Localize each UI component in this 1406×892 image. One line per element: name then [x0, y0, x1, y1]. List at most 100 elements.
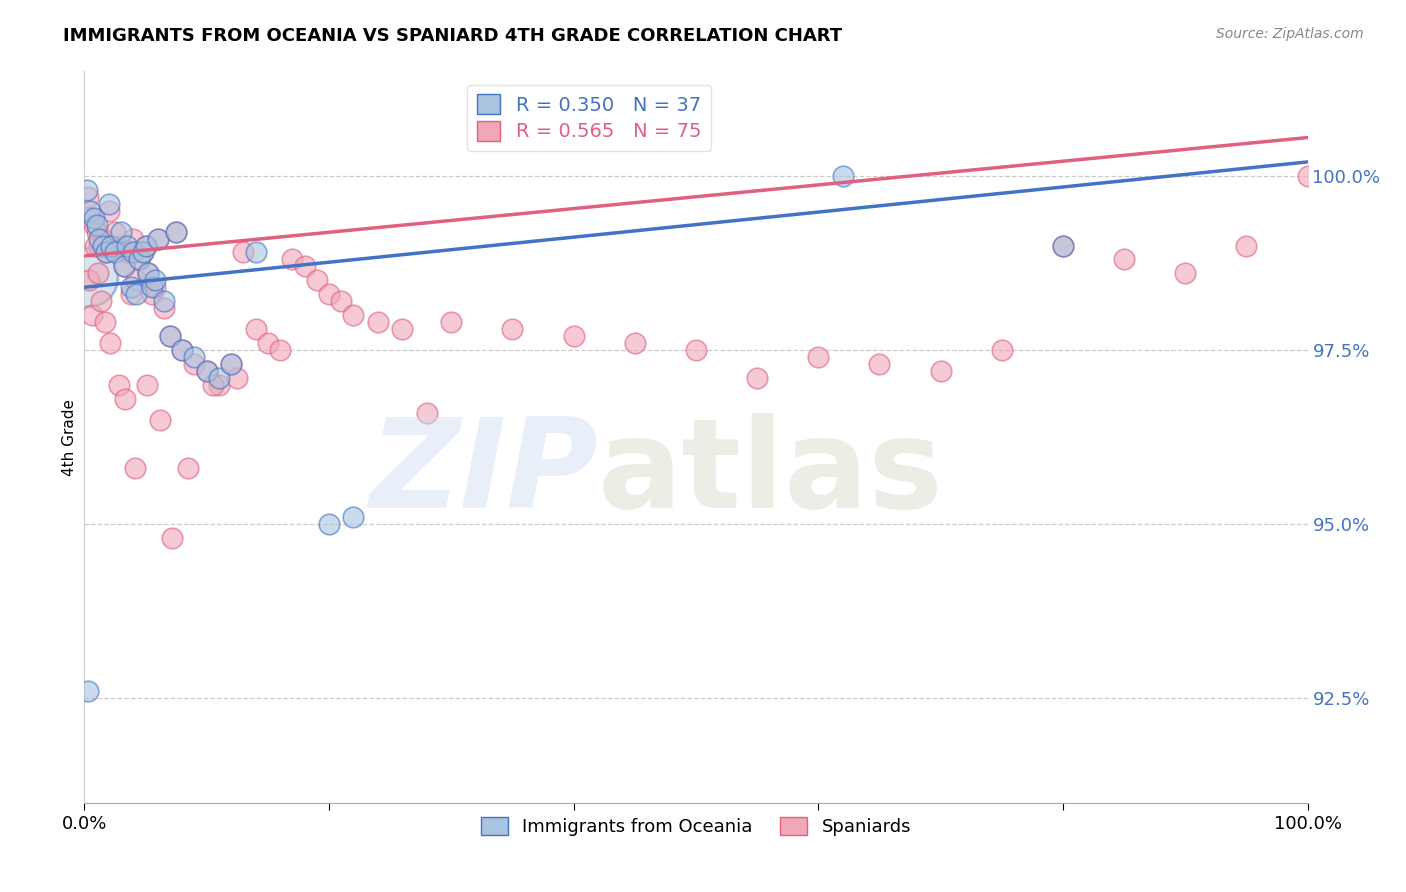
Point — [183, 350, 205, 364]
Point — [77, 269, 100, 284]
Point — [305, 273, 328, 287]
Point — [1052, 238, 1074, 252]
Point — [77, 684, 100, 698]
Point — [115, 245, 138, 260]
Point — [132, 245, 155, 260]
Point — [120, 280, 142, 294]
Point — [165, 225, 187, 239]
Point — [128, 252, 150, 267]
Point — [100, 238, 122, 252]
Point — [136, 266, 159, 280]
Point — [172, 343, 194, 357]
Point — [112, 260, 135, 274]
Point — [1114, 252, 1136, 267]
Point — [132, 245, 155, 260]
Point — [104, 245, 127, 260]
Point — [84, 238, 107, 252]
Point — [159, 329, 181, 343]
Point — [318, 517, 340, 532]
Point — [86, 225, 108, 239]
Point — [165, 225, 187, 239]
Text: atlas: atlas — [598, 413, 943, 534]
Point — [342, 308, 364, 322]
Point — [83, 211, 105, 225]
Point — [269, 343, 291, 357]
Point — [562, 329, 585, 343]
Point — [87, 231, 110, 245]
Point — [502, 322, 524, 336]
Text: ZIP: ZIP — [370, 413, 598, 534]
Point — [135, 238, 157, 252]
Point — [1296, 169, 1319, 183]
Point — [90, 294, 112, 309]
Point — [929, 364, 952, 378]
Point — [146, 231, 169, 245]
Point — [201, 377, 224, 392]
Point — [143, 273, 166, 287]
Point — [97, 203, 120, 218]
Point — [146, 231, 169, 245]
Point — [1052, 238, 1074, 252]
Point — [87, 266, 110, 280]
Point — [98, 336, 121, 351]
Point — [141, 287, 163, 301]
Point — [125, 287, 148, 301]
Point — [172, 343, 194, 357]
Point — [149, 412, 172, 426]
Point — [80, 308, 103, 322]
Point — [79, 211, 101, 225]
Point — [208, 377, 231, 392]
Point — [195, 364, 218, 378]
Point — [153, 294, 176, 309]
Point — [226, 371, 249, 385]
Point — [135, 377, 157, 392]
Point — [330, 294, 353, 309]
Point — [869, 357, 891, 371]
Point — [125, 273, 148, 287]
Point — [342, 510, 364, 524]
Point — [183, 357, 205, 371]
Point — [367, 315, 389, 329]
Point — [91, 231, 114, 245]
Point — [232, 245, 254, 260]
Point — [281, 252, 304, 267]
Point — [685, 343, 707, 357]
Point — [96, 245, 118, 260]
Text: Source: ZipAtlas.com: Source: ZipAtlas.com — [1216, 27, 1364, 41]
Point — [124, 461, 146, 475]
Point — [110, 238, 132, 252]
Point — [83, 218, 105, 232]
Point — [96, 245, 118, 260]
Point — [195, 364, 218, 378]
Point — [110, 225, 132, 239]
Text: IMMIGRANTS FROM OCEANIA VS SPANIARD 4TH GRADE CORRELATION CHART: IMMIGRANTS FROM OCEANIA VS SPANIARD 4TH … — [63, 27, 842, 45]
Point — [100, 238, 122, 252]
Point — [991, 343, 1014, 357]
Point — [831, 169, 853, 183]
Point — [318, 287, 340, 301]
Point — [135, 238, 157, 252]
Point — [87, 238, 110, 252]
Point — [94, 315, 117, 329]
Point — [245, 322, 267, 336]
Point — [104, 225, 127, 239]
Point — [91, 238, 114, 252]
Point — [245, 245, 267, 260]
Point — [77, 190, 100, 204]
Point — [86, 218, 108, 232]
Point — [143, 280, 166, 294]
Point — [219, 357, 242, 371]
Point — [122, 231, 145, 245]
Legend: Immigrants from Oceania, Spaniards: Immigrants from Oceania, Spaniards — [472, 807, 920, 845]
Point — [177, 461, 200, 475]
Point — [107, 377, 129, 392]
Point — [416, 406, 439, 420]
Point — [162, 531, 184, 545]
Point — [624, 336, 647, 351]
Point — [79, 203, 101, 218]
Point — [257, 336, 280, 351]
Point — [747, 371, 769, 385]
Point — [112, 260, 135, 274]
Point — [114, 392, 136, 406]
Point — [294, 260, 316, 274]
